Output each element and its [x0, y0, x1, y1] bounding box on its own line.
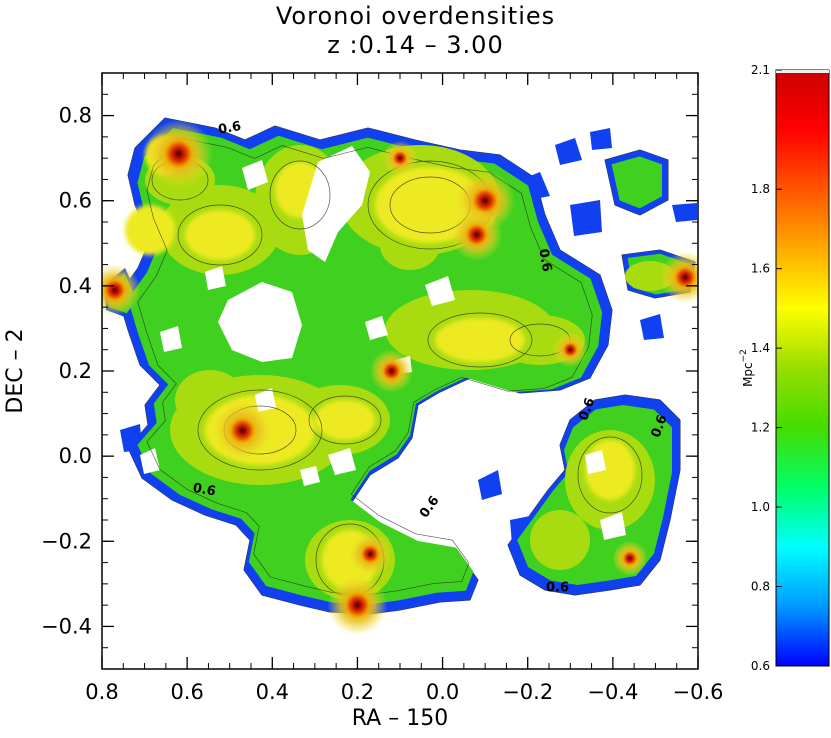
density-peak — [102, 264, 141, 316]
colorbar-label: Mpc — [741, 362, 755, 387]
colorbar-tick-label: 1.0 — [751, 500, 770, 514]
contour-label: 0.6 — [217, 119, 242, 138]
y-tick-label: −0.4 — [41, 614, 92, 638]
chart-title: Voronoi overdensities — [275, 2, 556, 30]
contour-label: 0.6 — [546, 581, 569, 596]
density-peak — [327, 575, 388, 636]
colorbar: 0.6 0.8 1.0 1.2 1.4 1.6 1.8 2.1 Mpc−2 — [739, 63, 830, 673]
y-axis-label: DEC – 2 — [3, 328, 28, 413]
density-peak — [382, 140, 418, 176]
y-tick-label: 0.4 — [59, 274, 92, 298]
density-map — [102, 117, 698, 636]
x-tick-label: 0.2 — [341, 680, 374, 704]
density-peak — [552, 332, 588, 368]
y-tick-label: −0.2 — [41, 529, 92, 553]
density-peak — [659, 251, 698, 304]
colorbar-tick-label: 1.4 — [751, 341, 770, 355]
x-axis-label: RA – 150 — [352, 706, 448, 731]
colorbar-label-group: Mpc−2 — [739, 349, 755, 387]
density-peak — [612, 540, 648, 576]
density-peak — [348, 532, 392, 576]
y-tick-label: 0.0 — [59, 444, 92, 468]
density-peak — [144, 119, 213, 189]
svg-text:Mpc−2: Mpc−2 — [739, 349, 755, 387]
x-axis: 0.8 0.6 0.4 0.2 0.0 −0.2 −0.4 −0.6 — [85, 73, 724, 704]
density-peak — [212, 400, 273, 461]
x-tick-label: 0.4 — [256, 680, 289, 704]
x-tick-label: 0.8 — [85, 680, 118, 704]
colorbar-label-exponent: −2 — [739, 349, 749, 362]
x-tick-label: −0.4 — [587, 680, 638, 704]
y-axis: 0.8 0.6 0.4 0.2 0.0 −0.2 −0.4 — [41, 72, 698, 670]
density-voids — [140, 146, 626, 540]
colorbar-scale — [775, 69, 830, 667]
x-tick-label: −0.2 — [502, 680, 553, 704]
x-tick-label: −0.6 — [673, 680, 724, 704]
contour-label: 0.6 — [649, 413, 671, 440]
contour-label: 0.6 — [576, 396, 598, 423]
colorbar-tick-label: 2.1 — [751, 63, 770, 77]
colorbar-tick-label: 0.6 — [751, 659, 770, 673]
colorbar-tick-label: 0.8 — [751, 580, 770, 594]
y-tick-label: 0.6 — [59, 189, 92, 213]
colorbar-top-cap — [776, 70, 829, 73]
colorbar-tick-label: 1.8 — [751, 182, 770, 196]
y-tick-label: 0.8 — [59, 104, 92, 128]
colorbar-tick-label: 1.2 — [751, 421, 770, 435]
density-peak — [369, 349, 414, 393]
density-peaks — [102, 119, 698, 636]
density-peak — [450, 208, 503, 261]
colorbar-tick-label: 1.6 — [751, 262, 770, 276]
x-tick-label: 0.0 — [426, 680, 459, 704]
colorbar-ticks: 0.6 0.8 1.0 1.2 1.4 1.6 1.8 2.1 — [751, 63, 782, 673]
contour-label: 0.6 — [535, 248, 554, 273]
chart-subtitle: z :0.14 – 3.00 — [327, 31, 504, 59]
y-tick-label: 0.2 — [59, 359, 92, 383]
contour-label: 0.6 — [192, 481, 217, 500]
x-tick-label: 0.6 — [170, 680, 203, 704]
contour-label: 0.6 — [417, 493, 442, 520]
contour-labels: 0.6 0.6 0.6 0.6 0.6 0.6 0.6 — [192, 119, 671, 596]
